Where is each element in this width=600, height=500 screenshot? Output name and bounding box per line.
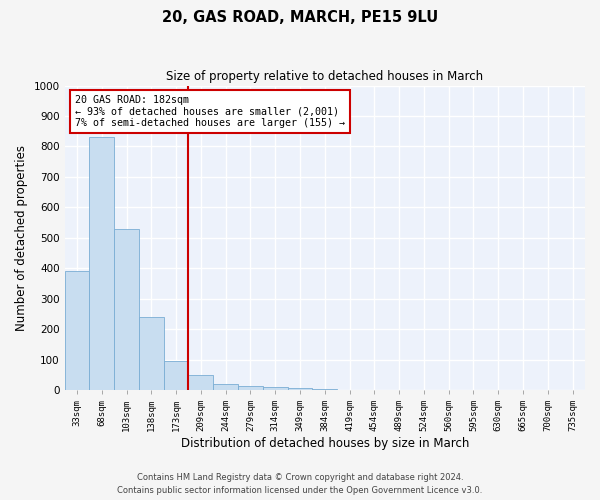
X-axis label: Distribution of detached houses by size in March: Distribution of detached houses by size … — [181, 437, 469, 450]
Bar — [65, 272, 89, 390]
Bar — [263, 387, 287, 390]
Y-axis label: Number of detached properties: Number of detached properties — [15, 145, 28, 331]
Text: 20 GAS ROAD: 182sqm
← 93% of detached houses are smaller (2,001)
7% of semi-deta: 20 GAS ROAD: 182sqm ← 93% of detached ho… — [75, 94, 345, 128]
Text: 20, GAS ROAD, MARCH, PE15 9LU: 20, GAS ROAD, MARCH, PE15 9LU — [162, 10, 438, 25]
Bar — [89, 138, 114, 390]
Bar — [313, 388, 337, 390]
Bar — [238, 386, 263, 390]
Bar — [213, 384, 238, 390]
Bar — [188, 375, 213, 390]
Bar — [287, 388, 313, 390]
Bar — [114, 228, 139, 390]
Title: Size of property relative to detached houses in March: Size of property relative to detached ho… — [166, 70, 484, 83]
Bar — [139, 317, 164, 390]
Text: Contains HM Land Registry data © Crown copyright and database right 2024.
Contai: Contains HM Land Registry data © Crown c… — [118, 474, 482, 495]
Bar — [164, 361, 188, 390]
